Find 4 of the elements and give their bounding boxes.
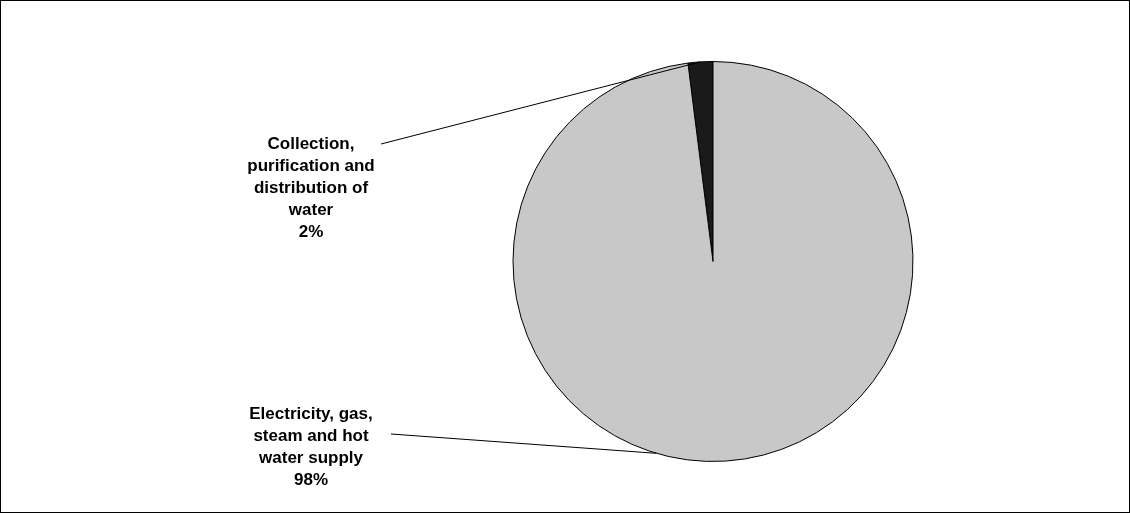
data-label: 2% bbox=[298, 222, 324, 242]
slice-label: Electricity, gas, steam and hot water supply bbox=[249, 404, 373, 468]
data-label: 98% bbox=[293, 470, 329, 490]
slice-label: Collection, purification and distribution of water bbox=[247, 134, 375, 220]
